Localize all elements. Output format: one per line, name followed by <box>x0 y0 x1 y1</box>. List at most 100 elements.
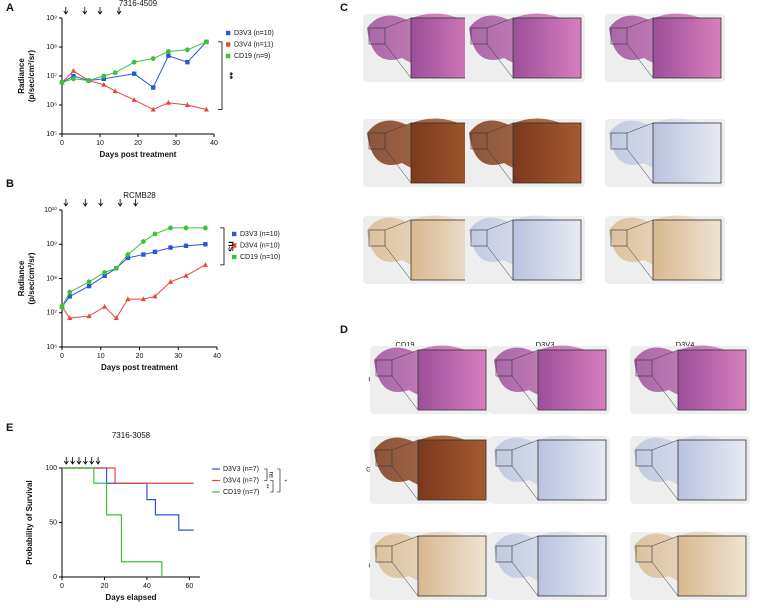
panel-label: C <box>340 2 348 14</box>
zoom-source <box>495 449 513 467</box>
x-tick-label: 60 <box>185 583 193 590</box>
comparison-label: ** <box>262 484 268 489</box>
x-tick-label: 20 <box>134 140 142 147</box>
legend-label: CD19 (n=10) <box>240 254 280 261</box>
y-axis-label: (p/sec/cm²/sr) <box>27 252 36 304</box>
legend-swatch <box>226 53 231 59</box>
marker <box>102 270 108 275</box>
y-tick-label: 10¹⁰ <box>44 206 57 214</box>
zoom-inset <box>652 122 722 184</box>
x-tick-label: 20 <box>136 353 144 360</box>
x-tick-label: 20 <box>101 583 109 590</box>
zoom-source <box>635 449 653 467</box>
marker <box>112 88 118 94</box>
legend-label: CD19 (n=7) <box>223 489 259 496</box>
survival-curve <box>62 467 194 531</box>
treatment-arrow <box>95 457 101 465</box>
zoom-inset <box>417 349 487 411</box>
marker <box>101 73 107 79</box>
zoom-lines <box>626 17 654 79</box>
marker <box>141 252 146 257</box>
zoom-source <box>470 132 488 150</box>
panel-label: D <box>340 324 348 336</box>
zoom-lines <box>391 535 419 597</box>
marker <box>70 68 76 73</box>
marker <box>86 78 91 83</box>
treatment-arrow <box>89 457 95 465</box>
y-tick-label: 10⁸ <box>46 275 57 282</box>
survival-curve <box>62 467 194 484</box>
zoom-lines <box>486 17 514 79</box>
marker <box>67 294 72 299</box>
zoom-lines <box>651 535 679 597</box>
marker <box>59 304 65 310</box>
x-axis-label: Days elapsed <box>105 593 156 602</box>
zoom-inset <box>417 439 487 501</box>
zoom-lines <box>486 122 514 184</box>
legend-label: D3V4 (n=11) <box>234 41 273 48</box>
y-axis-label: Probability of Survival <box>25 480 34 564</box>
treatment-arrow <box>97 7 103 15</box>
zoom-source <box>375 449 393 467</box>
panel-label: A <box>6 2 14 14</box>
series-line <box>61 227 206 307</box>
marker <box>132 71 137 76</box>
x-tick-label: 40 <box>143 583 151 590</box>
x-axis-label: Days post treatment <box>101 363 178 372</box>
marker <box>151 85 156 90</box>
chart-title: RCMB28 <box>123 191 156 200</box>
legend-label: D3V4 (n=7) <box>223 477 259 484</box>
y-tick-label: 10⁶ <box>46 344 57 351</box>
zoom-source <box>635 545 653 563</box>
series-line <box>61 243 206 308</box>
series-line <box>61 41 207 83</box>
marker <box>59 80 65 85</box>
marker <box>125 296 131 302</box>
marker <box>183 225 189 231</box>
y-tick-label: 10⁶ <box>46 102 57 109</box>
y-tick-label: 10⁷ <box>47 310 58 317</box>
zoom-lines <box>384 219 412 281</box>
marker <box>113 315 119 321</box>
treatment-arrow <box>63 7 69 15</box>
marker <box>203 106 209 112</box>
y-tick-label: 50 <box>49 519 57 526</box>
panel-label: E <box>6 422 13 434</box>
zoom-source <box>610 132 628 150</box>
zoom-inset <box>512 17 582 79</box>
marker <box>131 97 137 102</box>
marker <box>203 242 208 247</box>
zoom-source <box>470 229 488 247</box>
marker <box>202 225 208 231</box>
marker <box>67 289 73 295</box>
marker <box>152 231 158 237</box>
zoom-source <box>495 359 513 377</box>
zoom-inset <box>537 439 607 501</box>
zoom-inset <box>417 535 487 597</box>
marker <box>183 243 189 249</box>
legend-swatch <box>226 42 231 47</box>
marker <box>125 252 131 257</box>
comparison-label: * <box>280 479 286 482</box>
zoom-inset <box>537 535 607 597</box>
marker <box>166 53 171 58</box>
zoom-inset <box>677 439 747 501</box>
legend-label: D3V4 (n=10) <box>240 242 280 249</box>
zoom-source <box>368 132 386 150</box>
legend-label: D3V3 (n=10) <box>234 30 274 37</box>
zoom-source <box>368 27 386 45</box>
comparison-label: ns <box>267 472 273 478</box>
significance-label: ns <box>227 241 237 252</box>
y-axis-label: Radiance <box>17 260 26 296</box>
marker <box>166 49 171 54</box>
treatment-arrow <box>76 457 82 465</box>
significance-label: ** <box>225 72 235 80</box>
series-line <box>61 70 207 111</box>
marker <box>165 99 171 105</box>
column-label: CD19 <box>395 340 414 349</box>
chart-title: 7316-3058 <box>112 431 151 440</box>
zoom-inset <box>512 219 582 281</box>
zoom-inset <box>652 17 722 79</box>
comparison-bracket <box>264 468 281 493</box>
